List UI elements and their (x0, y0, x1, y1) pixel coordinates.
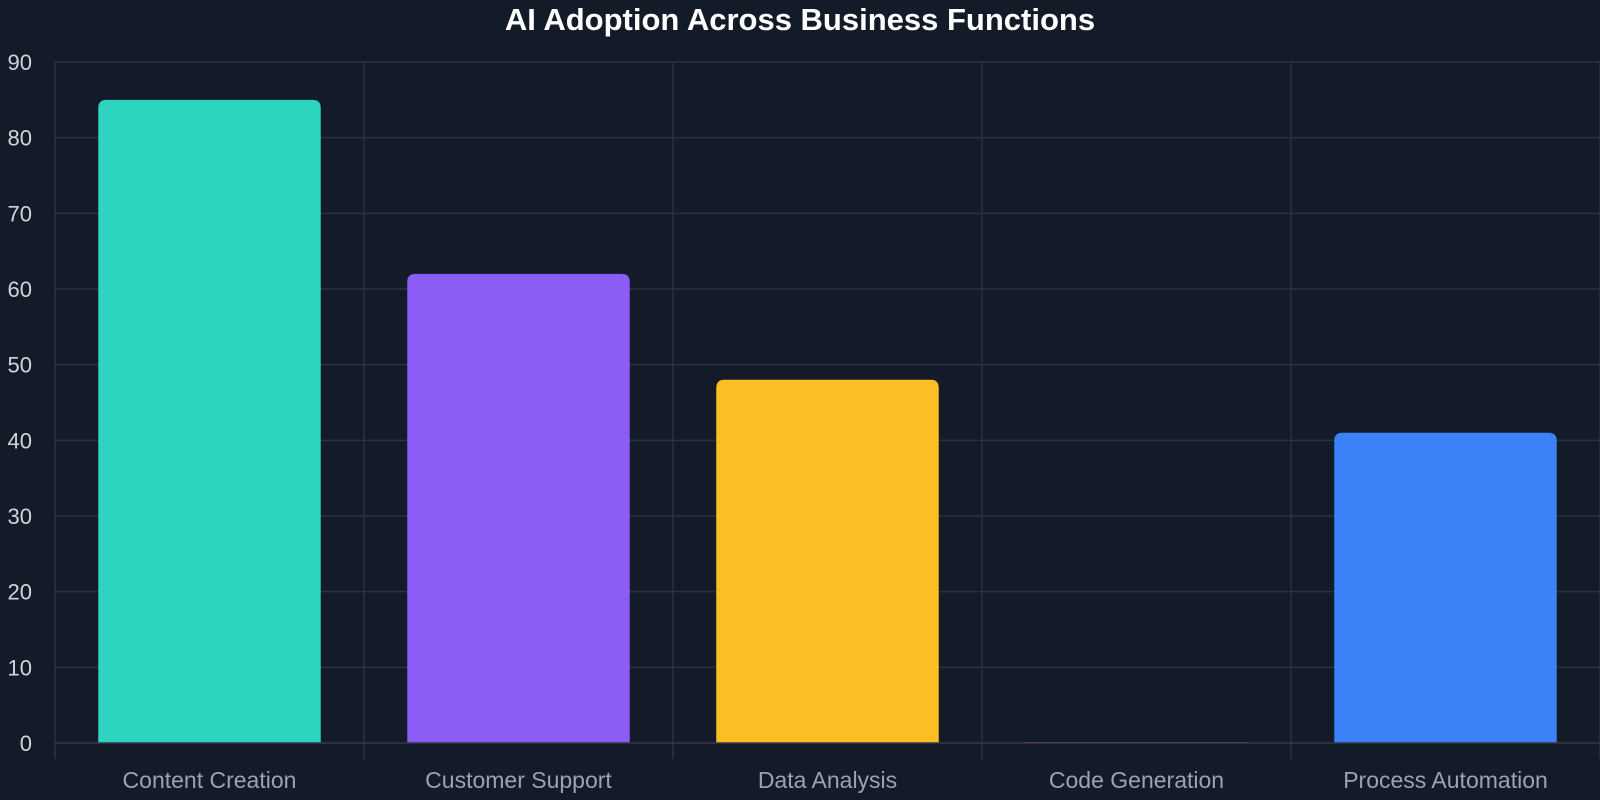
y-tick-label: 30 (8, 504, 32, 529)
y-tick-label: 20 (8, 580, 32, 605)
y-tick-label: 40 (8, 428, 32, 453)
y-tick-label: 80 (8, 126, 32, 151)
x-tick-label: Content Creation (123, 767, 297, 793)
x-tick-label: Code Generation (1049, 767, 1224, 793)
y-tick-label: 90 (8, 50, 32, 75)
bar-data-analysis (716, 379, 939, 743)
x-axis: Content Creation Customer Support Data Ana… (55, 742, 1600, 793)
bar-customer-support (407, 273, 630, 743)
y-tick-label: 70 (8, 201, 32, 226)
y-axis: 0 10 20 30 40 50 60 70 80 90 (8, 50, 32, 756)
bar-process-automation (1334, 432, 1557, 743)
x-tick-label: Process Automation (1343, 767, 1548, 793)
x-tick-label: Customer Support (425, 767, 612, 793)
y-tick-label: 0 (20, 731, 32, 756)
bars (98, 99, 1557, 744)
bar-content-creation (98, 99, 321, 744)
y-tick-label: 10 (8, 655, 32, 680)
y-tick-label: 60 (8, 277, 32, 302)
chart-title: AI Adoption Across Business Functions (505, 2, 1095, 37)
x-tick-label: Data Analysis (758, 767, 897, 793)
y-tick-label: 50 (8, 353, 32, 378)
